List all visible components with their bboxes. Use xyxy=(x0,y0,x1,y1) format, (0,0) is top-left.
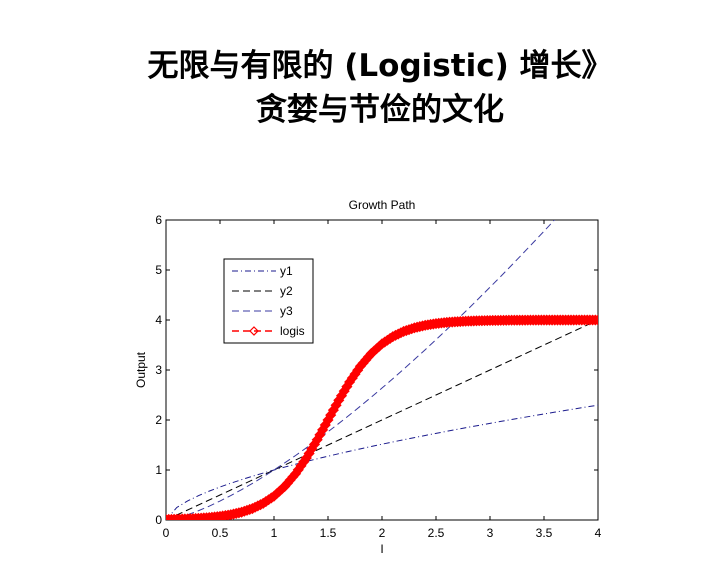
y-tick-label: 5 xyxy=(155,263,162,277)
x-tick-label: 0 xyxy=(163,526,170,540)
logis-marker xyxy=(241,504,253,516)
logis-marker xyxy=(427,318,439,330)
logis-marker xyxy=(406,323,418,335)
series-line-y1 xyxy=(166,404,598,520)
logis-marker xyxy=(360,354,372,366)
logis-marker xyxy=(357,357,369,369)
logis-marker xyxy=(303,447,315,459)
logis-marker xyxy=(271,488,283,500)
legend: y1 y2 y3 logis xyxy=(223,258,314,344)
logis-marker xyxy=(349,368,361,380)
logis-marker xyxy=(287,471,299,483)
logis-marker xyxy=(233,507,245,519)
logis-marker xyxy=(338,385,350,397)
logis-marker xyxy=(333,394,345,406)
x-tick-label: 4 xyxy=(595,526,602,540)
logis-marker xyxy=(398,325,410,338)
logis-marker xyxy=(292,464,304,476)
logis-marker xyxy=(279,480,291,492)
logis-marker xyxy=(341,381,353,393)
logis-marker xyxy=(354,360,366,372)
logis-marker xyxy=(344,376,356,388)
legend-label-y3: y3 xyxy=(280,304,293,318)
logis-marker xyxy=(306,443,318,455)
x-tick-label: 1 xyxy=(271,526,278,540)
y-tick-label: 1 xyxy=(155,463,162,477)
logis-marker xyxy=(352,364,364,376)
logis-marker xyxy=(244,503,256,516)
x-axis-label: I xyxy=(380,542,383,556)
logis-marker xyxy=(284,474,296,486)
x-tick-label: 2 xyxy=(379,526,386,540)
logis-marker xyxy=(435,317,447,329)
logis-marker xyxy=(203,511,215,520)
logis-marker xyxy=(592,314,598,326)
y-tick-label: 0 xyxy=(155,513,162,527)
logis-marker xyxy=(238,505,250,517)
x-tick-label: 2.5 xyxy=(428,526,445,540)
y-tick-label: 2 xyxy=(155,413,162,427)
chart-title: Growth Path xyxy=(349,198,416,212)
logis-marker xyxy=(236,506,248,518)
logis-marker xyxy=(368,345,380,357)
y-axis-label: Output xyxy=(134,351,148,388)
logis-marker xyxy=(335,390,348,402)
logis-marker xyxy=(433,317,445,329)
logis-marker xyxy=(362,351,375,363)
y-tick-label: 6 xyxy=(155,213,162,227)
logis-marker xyxy=(268,490,280,502)
logis-marker xyxy=(209,511,221,520)
legend-label-logis: logis xyxy=(280,324,305,338)
series-line-y3 xyxy=(166,220,556,520)
logis-marker xyxy=(346,372,358,384)
x-tick-label: 0.5 xyxy=(212,526,229,540)
y-tick-label: 3 xyxy=(155,363,162,377)
logis-marker xyxy=(200,512,213,520)
slide-title-line2: 贪婪与节俭的文化 xyxy=(256,92,504,128)
logis-marker xyxy=(273,485,285,497)
logis-marker xyxy=(290,468,302,480)
legend-label-y2: y2 xyxy=(280,284,293,298)
slide-title-line1: 无限与有限的 (Logistic) 增长》 xyxy=(147,48,613,84)
logis-marker xyxy=(300,452,312,464)
x-tick-label: 1.5 xyxy=(320,526,337,540)
logis-marker xyxy=(430,318,442,330)
logis-marker xyxy=(230,507,242,519)
x-tick-label: 3 xyxy=(487,526,494,540)
logis-marker xyxy=(403,324,415,336)
logis-marker xyxy=(298,456,310,468)
logis-marker xyxy=(438,317,450,329)
logis-marker xyxy=(295,460,307,472)
logis-marker xyxy=(276,483,288,495)
logis-marker xyxy=(206,511,218,520)
legend-label-y1: y1 xyxy=(280,264,293,278)
x-tick-label: 3.5 xyxy=(536,526,553,540)
logis-marker xyxy=(281,477,294,489)
logis-marker xyxy=(371,343,383,355)
logis-marker xyxy=(400,324,412,337)
y-tick-label: 4 xyxy=(155,313,162,327)
series-line-y2 xyxy=(166,319,598,520)
legend-marker-logis xyxy=(249,326,259,336)
logis-marker xyxy=(395,327,407,339)
logis-marker xyxy=(308,438,321,450)
logis-marker xyxy=(365,348,377,360)
logis-marker xyxy=(589,314,598,326)
